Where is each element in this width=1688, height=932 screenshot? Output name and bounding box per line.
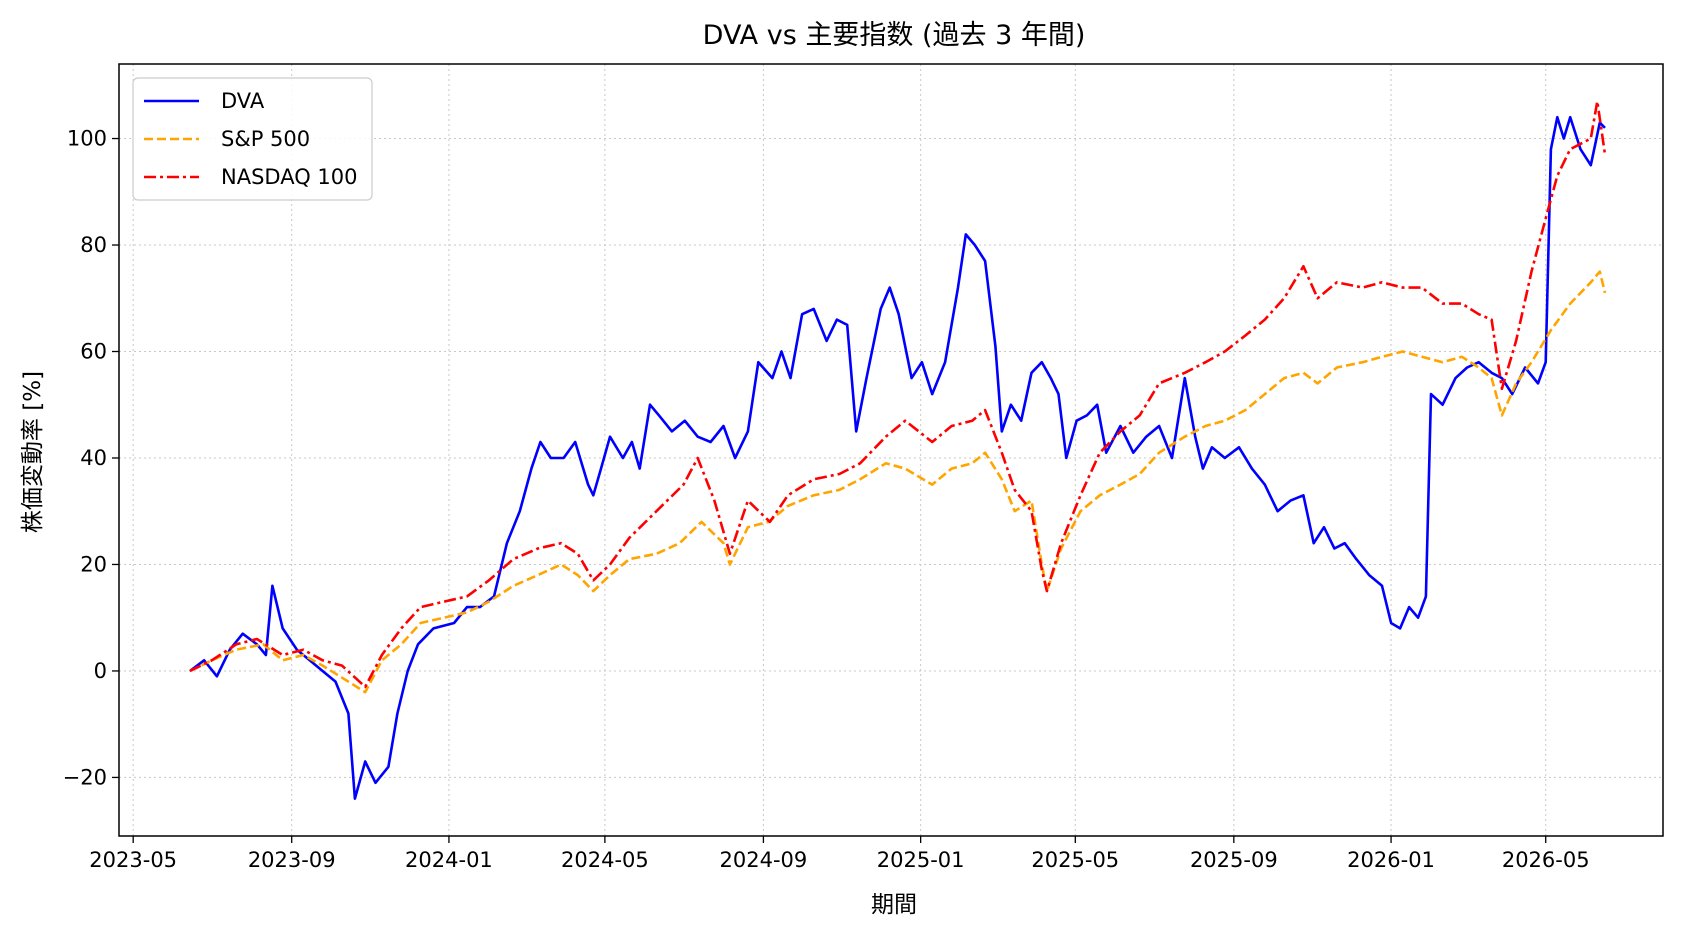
x-axis: 2023-05 2023-09 2024-01 2024-05 2024-09 2025-… <box>89 836 1590 872</box>
y-tick-label: 80 <box>80 233 107 257</box>
chart-title: DVA vs 主要指数 (過去 3 年間) <box>703 20 1086 51</box>
plot-frame <box>118 63 1664 837</box>
y-axis-label: 株価変動率 [%] <box>20 371 46 533</box>
series-layer <box>189 100 1607 800</box>
y-tick-label: 100 <box>67 127 107 151</box>
y-axis: −20 0 20 40 60 80 100 <box>63 127 119 789</box>
y-tick-label: 40 <box>80 446 107 470</box>
x-tick-label: 2025-09 <box>1190 848 1278 872</box>
y-tick-label: 60 <box>80 340 107 364</box>
x-tick-label: 2024-05 <box>561 848 649 872</box>
x-tick-label: 2023-05 <box>89 848 177 872</box>
x-tick-label: 2024-09 <box>720 848 808 872</box>
legend-label: DVA <box>221 89 265 113</box>
x-tick-label: 2026-01 <box>1347 848 1435 872</box>
x-tick-label: 2023-09 <box>248 848 336 872</box>
x-tick-label: 2026-05 <box>1502 848 1590 872</box>
legend-label: NASDAQ 100 <box>221 165 358 189</box>
series-line-nasdaq-100 <box>189 100 1607 689</box>
series-line-s-p-500 <box>189 270 1607 694</box>
legend: DVA S&P 500 NASDAQ 100 <box>132 77 373 201</box>
series-line-dva <box>189 115 1606 800</box>
y-tick-label: −20 <box>63 765 107 789</box>
legend-label: S&P 500 <box>221 127 310 151</box>
x-tick-label: 2024-01 <box>405 848 493 872</box>
y-tick-label: 0 <box>94 659 107 683</box>
x-axis-label: 期間 <box>871 892 917 918</box>
legend-box <box>132 77 373 201</box>
y-tick-label: 20 <box>80 552 107 576</box>
x-tick-label: 2025-05 <box>1031 848 1119 872</box>
x-tick-label: 2025-01 <box>877 848 965 872</box>
